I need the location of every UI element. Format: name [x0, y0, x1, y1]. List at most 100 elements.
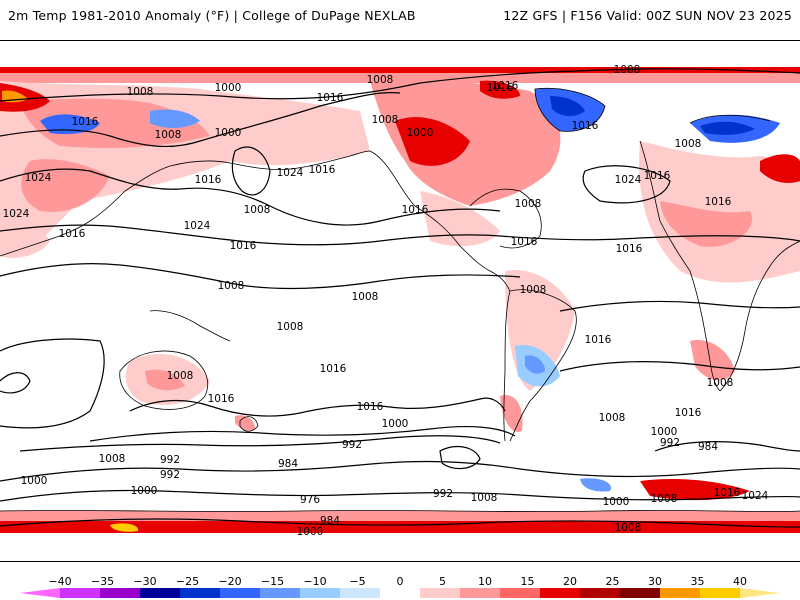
isobar-label: 1016	[585, 334, 612, 346]
isobar-label: 992	[160, 469, 180, 481]
coastline-new-zealand	[239, 416, 259, 432]
colorbar-segment	[660, 588, 701, 598]
china-warm-region	[21, 159, 110, 212]
colorbar-tick-label: −25	[175, 575, 200, 588]
arctic-canada-hot-spot	[480, 80, 520, 99]
isobar-label: 1008	[707, 377, 734, 389]
isobar-label: 1016	[72, 116, 99, 128]
isobar-label: 1008	[155, 129, 182, 141]
brazil-cold-spot	[525, 355, 545, 374]
isobar-line	[559, 361, 800, 372]
arctic-strong-warm-band	[0, 67, 800, 73]
isobar-label: 1024	[277, 167, 304, 179]
canada-hot-spot	[395, 117, 470, 166]
colorbar-segment	[380, 588, 421, 598]
coastline-africa-west	[639, 140, 721, 392]
isobar-label: 1008	[167, 370, 194, 382]
isobar-label: 1008	[99, 453, 126, 465]
colorbar-tick-label: 40	[733, 575, 747, 588]
isobar-label: 976	[300, 494, 320, 506]
isobar-line	[0, 518, 800, 528]
isobar-label: 1000	[603, 496, 630, 508]
temperature-anomaly-map: 1008 1000 1016 1008 1016 1008 1000 1016 …	[0, 64, 800, 538]
us-warm-region	[420, 191, 500, 247]
colorbar-segment	[220, 588, 261, 598]
isobar-label: 1016	[357, 401, 384, 413]
coastline-indonesia	[149, 310, 231, 342]
isobar-label: 1016	[317, 92, 344, 104]
colorbar-segment	[420, 588, 461, 598]
isobar-label: 1016	[195, 174, 222, 186]
isobar-label: 1000	[651, 426, 678, 438]
isobar-label: 1008	[675, 138, 702, 150]
isobar-label: 1016	[511, 236, 538, 248]
isobar-label: 992	[433, 488, 453, 500]
isobar-line	[89, 426, 516, 442]
isobar-label: 1008	[651, 493, 678, 505]
isobar-label: 1016	[675, 407, 702, 419]
isobar-label: 1008	[471, 492, 498, 504]
argentina-warm-region	[500, 395, 523, 432]
isobar-label: 1000	[382, 418, 409, 430]
map-title: 2m Temp 1981-2010 Anomaly (°F) | College…	[8, 8, 416, 23]
isobar-label: 1000	[215, 82, 242, 94]
isobar-label: 1008	[615, 522, 642, 534]
greenland-strong-cold-spot	[550, 96, 585, 117]
colorbar-segment	[460, 588, 501, 598]
isobar-label: 1016	[208, 393, 235, 405]
isobar-label: 1000	[297, 526, 324, 538]
isobar-label: 992	[160, 454, 180, 466]
isobar-label: 1016	[320, 363, 347, 375]
isobar-line	[582, 165, 671, 204]
colorbar-tick-label: 20	[563, 575, 577, 588]
colorbar-tick-label: 35	[690, 575, 705, 588]
colorbar-segment	[260, 588, 301, 598]
isobar-label: 1024	[742, 490, 769, 502]
isobar-label: 1016	[644, 170, 671, 182]
antarctic-strong-warm-band	[0, 521, 800, 533]
isobar-label: 992	[342, 439, 362, 451]
colorbar-segment	[100, 588, 141, 598]
isobar-line	[231, 146, 271, 196]
colorbar-tick-label: 15	[520, 575, 535, 588]
colorbar-tick-label: −30	[133, 575, 157, 588]
isobar-line	[559, 300, 800, 312]
coastline-north-america-east	[469, 188, 542, 249]
isobar-label: 1024	[3, 208, 30, 220]
colorbar-right-arrow	[740, 588, 780, 598]
colorbar-segment	[500, 588, 541, 598]
isobar-label: 1016	[714, 487, 741, 499]
isobar-label: 984	[320, 515, 340, 527]
colorbar-tick-label: 25	[605, 575, 620, 588]
middle-east-hot-spot	[760, 154, 800, 183]
isobar-label: 1016	[230, 240, 257, 252]
coastline-antarctica	[0, 510, 800, 512]
coastline-asia-south	[0, 190, 126, 257]
se-asia-warm-region	[0, 211, 50, 258]
isobar-lines	[0, 68, 800, 528]
isobar-label: 984	[698, 441, 718, 453]
colorbar-tick-label: −15	[260, 575, 285, 588]
colorbar-segment	[140, 588, 181, 598]
isobar-line	[0, 263, 521, 290]
colorbar-tick-label: −5	[349, 575, 366, 588]
isobar-label: 1016	[616, 243, 643, 255]
isobar-line	[654, 441, 800, 452]
isobar-label: 1016	[572, 120, 599, 132]
isobar-label: 1016	[487, 82, 514, 94]
colorbar-strip	[20, 588, 780, 598]
isobar-label: 1008	[520, 284, 547, 296]
coastline-australia	[119, 350, 209, 410]
colorbar-segment	[580, 588, 621, 598]
southern-ocean-cold-spot	[580, 478, 611, 492]
isobar-label: 1000	[215, 127, 242, 139]
coastline-south-america-east	[509, 289, 577, 442]
isobar-line	[0, 338, 105, 429]
isobar-label: 1024	[615, 174, 642, 186]
colorbar-tick-label: 10	[478, 575, 492, 588]
isobar-label: 1008	[515, 198, 542, 210]
colorbar-segment	[340, 588, 381, 598]
isobar-label: 1008	[127, 86, 154, 98]
isobar-label: 1008	[218, 280, 245, 292]
isobar-label: 1008	[372, 114, 399, 126]
